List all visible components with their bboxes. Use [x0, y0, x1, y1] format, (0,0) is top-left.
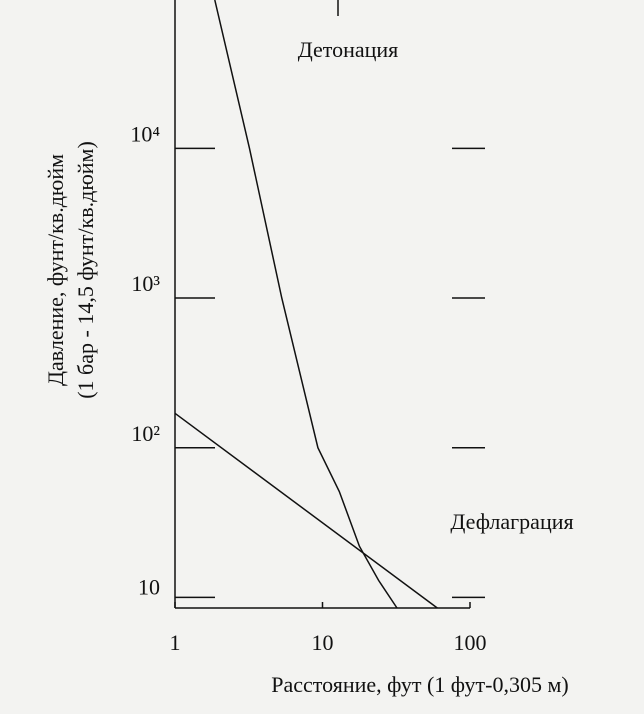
x-tick-label: 100 — [454, 630, 487, 655]
y-axis-label: Давление, фунт/кв.дюйм — [43, 154, 68, 386]
x-tick-label: 10 — [312, 630, 334, 655]
y-tick-label: 10 — [138, 574, 160, 599]
y-axis-label: (1 бар - 14,5 фунт/кв.дюйм) — [73, 141, 98, 399]
y-tick-label: 10⁴ — [130, 121, 160, 146]
x-axis-label: Расстояние, фут (1 фут-0,305 м) — [271, 672, 568, 697]
x-tick-label: 1 — [170, 630, 181, 655]
y-tick-label: 10² — [131, 421, 160, 446]
series-label: Детонация — [298, 37, 399, 62]
line — [174, 412, 438, 609]
series-label: Дефлаграция — [450, 509, 573, 534]
line — [214, 0, 398, 609]
y-tick-label: 10³ — [131, 271, 160, 296]
